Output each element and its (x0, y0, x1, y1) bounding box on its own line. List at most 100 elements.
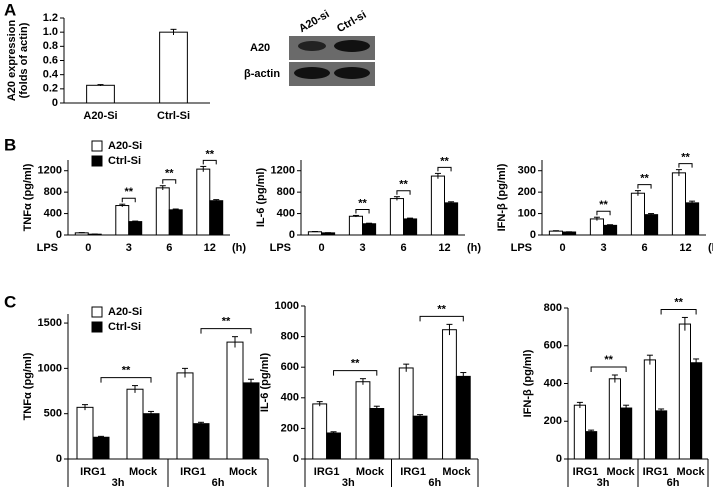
x-tick-label: Mock (356, 466, 385, 478)
bar (608, 378, 621, 460)
significance-bracket (100, 377, 152, 383)
y-tick-label: 0.4 (43, 69, 59, 81)
significance-bracket (419, 315, 464, 322)
blot-band (298, 41, 326, 51)
y-tick-label: 1200 (38, 165, 62, 177)
x-tick-label: Mock (676, 466, 705, 478)
x-tick-label: 12 (679, 242, 691, 254)
x-tick-label: A20-Si (83, 110, 117, 122)
significance-bracket (660, 308, 697, 315)
panel-label: C (4, 292, 16, 311)
bar (630, 192, 646, 236)
significance-bracket (596, 210, 611, 216)
y-tick-label: 300 (518, 165, 536, 177)
legend-label: Ctrl-Si (108, 321, 141, 333)
bar (620, 407, 633, 460)
x-axis-label: (h) (232, 242, 246, 254)
x-tick-label: IRG1 (643, 466, 669, 478)
bar (585, 431, 598, 460)
bar (671, 172, 687, 236)
y-tick-label: 400 (281, 392, 299, 404)
y-axis-label: TNFα (pg/ml) (22, 163, 34, 231)
y-tick-label: 1.0 (43, 26, 58, 38)
x-tick-label: 0 (85, 242, 91, 254)
y-tick-label: 0 (289, 229, 295, 241)
significance-bracket (355, 208, 370, 214)
bar (389, 198, 405, 236)
significance-bracket (121, 197, 136, 203)
bar (326, 432, 341, 460)
x-tick-label: Mock (606, 466, 635, 478)
significance-label: ** (599, 199, 608, 211)
row-label: β-actin (244, 68, 280, 80)
x-axis-label: LPS (511, 242, 532, 254)
significance-label: ** (604, 354, 613, 366)
y-tick-label: 0 (56, 453, 62, 465)
bar (307, 231, 323, 236)
bar (644, 214, 659, 236)
significance-label: ** (399, 179, 408, 191)
y-tick-label: 1200 (271, 165, 295, 177)
bar (86, 84, 115, 104)
lane-label: A20-si (297, 8, 332, 35)
bar (348, 215, 364, 236)
x-tick-label: IRG1 (80, 466, 106, 478)
group-label: 3h (112, 477, 125, 487)
y-axis-label: IL-6 (pg/ml) (259, 353, 271, 413)
y-axis-label: IFN-β (pg/ml) (522, 349, 534, 417)
bar (442, 329, 457, 460)
western-blot: A20-si Ctrl-si A20 β-actin (244, 8, 375, 86)
bar (444, 202, 459, 236)
panel-label: A (4, 0, 16, 19)
y-tick-label: 0.8 (43, 40, 58, 52)
x-tick-label: IRG1 (180, 466, 206, 478)
bar (643, 359, 656, 460)
y-axis-label: IFN-β (pg/ml) (496, 163, 508, 231)
significance-label: ** (165, 168, 174, 180)
y-tick-label: 400 (44, 207, 62, 219)
blot-band (334, 40, 370, 52)
x-tick-label: 0 (318, 242, 324, 254)
significance-bracket (202, 159, 217, 165)
bar (74, 232, 89, 236)
bar (159, 31, 188, 104)
x-axis-label: (h) (708, 242, 713, 254)
y-tick-label: 0 (530, 229, 536, 241)
bar (196, 168, 211, 236)
y-axis-label: TNFα (pg/ml) (22, 352, 34, 420)
significance-label: ** (437, 303, 446, 315)
x-tick-label: 0 (559, 242, 565, 254)
bar (192, 423, 210, 460)
significance-bracket (200, 328, 252, 334)
legend-label: Ctrl-Si (108, 155, 141, 167)
bar (155, 187, 170, 236)
x-tick-label: 12 (204, 242, 216, 254)
bar (128, 221, 143, 236)
bar (355, 381, 371, 460)
group-label: 6h (428, 477, 441, 487)
y-tick-label: 800 (277, 186, 295, 198)
bar (209, 200, 224, 236)
legend-swatch (91, 306, 103, 318)
x-tick-label: Mock (229, 466, 258, 478)
bar (362, 223, 377, 236)
bar (142, 413, 160, 460)
legend-swatch (91, 321, 103, 333)
significance-bracket (437, 166, 452, 172)
y-tick-label: 200 (518, 186, 536, 198)
significance-label: ** (205, 148, 214, 160)
bar (76, 406, 94, 460)
x-tick-label: 3 (600, 242, 606, 254)
bar (92, 436, 110, 460)
group-label: 6h (212, 477, 225, 487)
x-tick-label: 3 (126, 242, 132, 254)
bar (690, 362, 703, 460)
legend-swatch (91, 155, 103, 167)
y-tick-label: 500 (44, 408, 62, 420)
x-tick-label: Mock (129, 466, 158, 478)
x-tick-label: IRG1 (573, 466, 599, 478)
y-tick-label: 400 (544, 377, 562, 389)
bar (562, 231, 577, 236)
bar (403, 218, 418, 236)
significance-label: ** (124, 186, 133, 198)
